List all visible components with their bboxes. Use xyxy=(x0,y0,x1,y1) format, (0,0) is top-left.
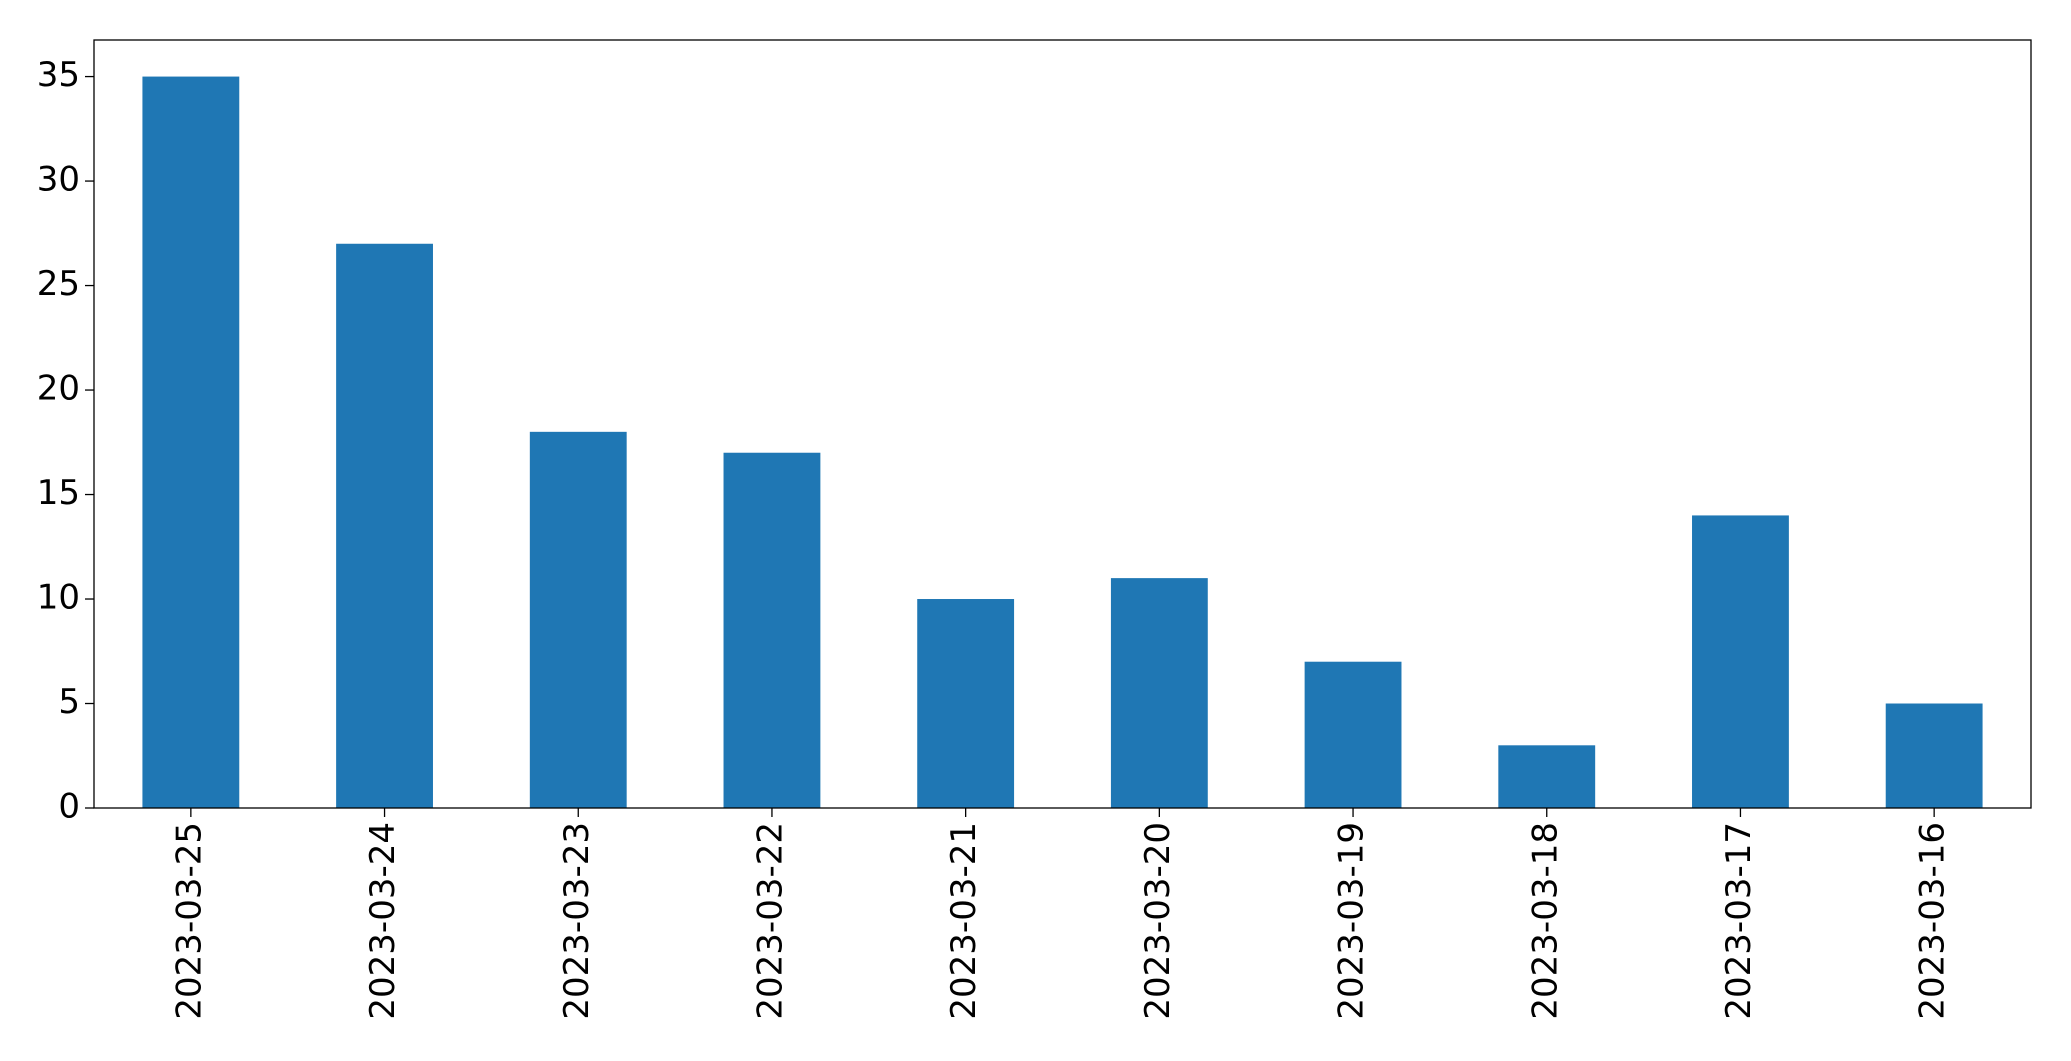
y-tick-label: 10 xyxy=(37,578,80,618)
bar xyxy=(336,243,433,808)
x-tick-label: 2023-03-19 xyxy=(1332,822,1372,1020)
y-tick-label: 5 xyxy=(58,682,80,722)
x-tick-label: 2023-03-17 xyxy=(1719,822,1759,1020)
bar xyxy=(1885,703,1983,808)
bar xyxy=(1110,578,1208,808)
bar xyxy=(142,76,240,809)
x-tick-label: 2023-03-20 xyxy=(1138,822,1178,1020)
y-tick-label: 0 xyxy=(58,787,80,827)
y-tick-label: 35 xyxy=(37,55,80,95)
x-tick-label: 2023-03-21 xyxy=(944,822,984,1020)
bar xyxy=(723,452,821,808)
y-tick-label: 15 xyxy=(37,473,80,513)
plot-frame xyxy=(93,39,2032,809)
x-tick-label: 2023-03-23 xyxy=(557,822,597,1020)
bar xyxy=(1304,661,1402,808)
bar xyxy=(1498,745,1596,808)
x-tick-label: 2023-03-18 xyxy=(1525,822,1565,1020)
y-tick-label: 25 xyxy=(37,264,80,304)
x-tick-label: 2023-03-22 xyxy=(750,822,790,1020)
y-tick-label: 30 xyxy=(37,160,80,200)
x-tick-label: 2023-03-25 xyxy=(169,822,209,1020)
bar xyxy=(917,599,1015,808)
bar xyxy=(529,431,627,808)
x-tick-label: 2023-03-16 xyxy=(1913,822,1953,1020)
x-tick-label: 2023-03-24 xyxy=(363,822,403,1020)
bar xyxy=(1692,515,1789,808)
y-tick-label: 20 xyxy=(37,369,80,409)
